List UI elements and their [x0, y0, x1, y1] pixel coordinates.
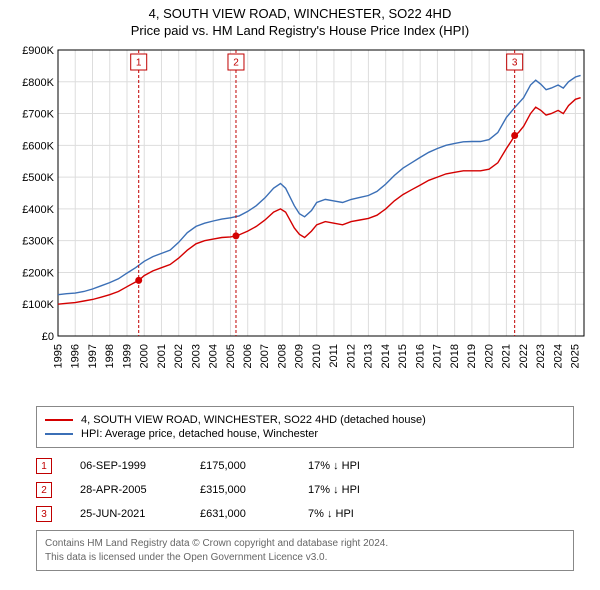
- svg-text:2007: 2007: [259, 344, 271, 368]
- sales-row: 1 06-SEP-1999 £175,000 17% ↓ HPI: [36, 454, 574, 478]
- svg-text:£100K: £100K: [22, 299, 54, 311]
- svg-text:2008: 2008: [276, 344, 288, 368]
- chart-plot-area: £0 £100K £200K £300K £400K £500K £600K £700K £80…: [8, 42, 592, 402]
- svg-text:1999: 1999: [121, 344, 133, 368]
- svg-text:2011: 2011: [328, 344, 340, 368]
- sale-price: £315,000: [200, 484, 280, 496]
- svg-text:3: 3: [512, 58, 518, 69]
- attribution-line-2: This data is licensed under the Open Gov…: [45, 551, 565, 565]
- sale-date: 28-APR-2005: [80, 484, 172, 496]
- svg-text:£600K: £600K: [22, 140, 54, 152]
- svg-text:2002: 2002: [173, 344, 185, 368]
- title-block: 4, SOUTH VIEW ROAD, WINCHESTER, SO22 4HD…: [8, 6, 592, 38]
- svg-text:£500K: £500K: [22, 172, 54, 184]
- sale-price: £175,000: [200, 460, 280, 472]
- sales-row: 3 25-JUN-2021 £631,000 7% ↓ HPI: [36, 502, 574, 526]
- legend-row: HPI: Average price, detached house, Winc…: [45, 428, 565, 440]
- svg-text:1995: 1995: [52, 344, 64, 368]
- svg-text:1998: 1998: [104, 344, 116, 368]
- sale-marker-2: 2: [36, 482, 52, 498]
- legend-swatch-1: [45, 419, 73, 421]
- svg-text:2000: 2000: [139, 344, 151, 368]
- svg-text:£900K: £900K: [22, 45, 54, 57]
- svg-text:2021: 2021: [501, 344, 513, 368]
- svg-text:2022: 2022: [518, 344, 530, 368]
- svg-text:2005: 2005: [225, 344, 237, 368]
- svg-text:2015: 2015: [397, 344, 409, 368]
- legend-label-2: HPI: Average price, detached house, Winc…: [81, 428, 318, 440]
- sale-date: 06-SEP-1999: [80, 460, 172, 472]
- sale-price: £631,000: [200, 508, 280, 520]
- svg-text:2009: 2009: [294, 344, 306, 368]
- sales-table: 1 06-SEP-1999 £175,000 17% ↓ HPI 2 28-AP…: [36, 454, 574, 526]
- sales-row: 2 28-APR-2005 £315,000 17% ↓ HPI: [36, 478, 574, 502]
- chart-title: 4, SOUTH VIEW ROAD, WINCHESTER, SO22 4HD: [8, 6, 592, 21]
- svg-text:£0: £0: [42, 331, 54, 343]
- sale-delta: 7% ↓ HPI: [308, 508, 408, 520]
- legend-row: 4, SOUTH VIEW ROAD, WINCHESTER, SO22 4HD…: [45, 414, 565, 426]
- svg-text:2003: 2003: [190, 344, 202, 368]
- attribution-box: Contains HM Land Registry data © Crown c…: [36, 530, 574, 571]
- svg-text:2010: 2010: [311, 344, 323, 368]
- svg-text:2019: 2019: [466, 344, 478, 368]
- svg-text:2024: 2024: [552, 344, 564, 368]
- svg-text:£300K: £300K: [22, 236, 54, 248]
- sale-delta: 17% ↓ HPI: [308, 484, 408, 496]
- svg-text:2013: 2013: [363, 344, 375, 368]
- sale-delta: 17% ↓ HPI: [308, 460, 408, 472]
- sale-marker-1: 1: [36, 458, 52, 474]
- svg-text:2: 2: [233, 58, 239, 69]
- svg-text:£800K: £800K: [22, 77, 54, 89]
- svg-text:£700K: £700K: [22, 109, 54, 121]
- sale-date: 25-JUN-2021: [80, 508, 172, 520]
- svg-text:1997: 1997: [87, 344, 99, 368]
- svg-text:2023: 2023: [535, 344, 547, 368]
- svg-text:1996: 1996: [70, 344, 82, 368]
- svg-text:2025: 2025: [570, 344, 582, 368]
- legend-box: 4, SOUTH VIEW ROAD, WINCHESTER, SO22 4HD…: [36, 406, 574, 448]
- svg-text:2001: 2001: [156, 344, 168, 368]
- svg-text:£200K: £200K: [22, 267, 54, 279]
- chart-container: 4, SOUTH VIEW ROAD, WINCHESTER, SO22 4HD…: [0, 0, 600, 579]
- chart-svg: £0 £100K £200K £300K £400K £500K £600K £700K £80…: [8, 42, 592, 402]
- svg-text:2016: 2016: [414, 344, 426, 368]
- legend-swatch-2: [45, 433, 73, 435]
- svg-text:1: 1: [136, 58, 142, 69]
- svg-text:2004: 2004: [208, 344, 220, 368]
- svg-text:2018: 2018: [449, 344, 461, 368]
- sale-marker-3: 3: [36, 506, 52, 522]
- svg-text:2012: 2012: [345, 344, 357, 368]
- chart-subtitle: Price paid vs. HM Land Registry's House …: [8, 23, 592, 38]
- svg-text:2006: 2006: [242, 344, 254, 368]
- svg-text:£400K: £400K: [22, 204, 54, 216]
- svg-text:2017: 2017: [432, 344, 444, 368]
- legend-label-1: 4, SOUTH VIEW ROAD, WINCHESTER, SO22 4HD…: [81, 414, 426, 426]
- svg-text:2020: 2020: [483, 344, 495, 368]
- svg-text:2014: 2014: [380, 344, 392, 368]
- attribution-line-1: Contains HM Land Registry data © Crown c…: [45, 537, 565, 551]
